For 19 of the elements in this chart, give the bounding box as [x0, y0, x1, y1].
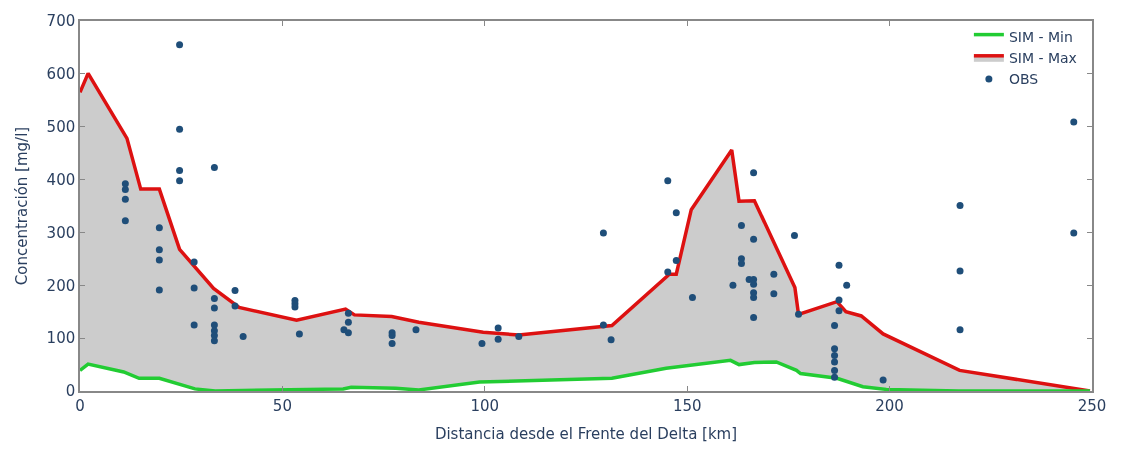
y-tick-label: 700 — [46, 12, 76, 31]
x-tick-label: 100 — [470, 396, 500, 415]
x-tick-label: 250 — [1077, 396, 1107, 415]
legend-label: SIM - Min — [1008, 29, 1073, 46]
x-tick-label: 200 — [875, 396, 904, 415]
y-tick-label: 500 — [46, 117, 76, 136]
y-tick-label: 300 — [46, 223, 76, 242]
x-tick-label: 150 — [672, 396, 702, 415]
y-axis-title: Concentración [mg/l] — [13, 126, 32, 286]
y-tick-label: 100 — [46, 329, 76, 348]
x-tick-label: 50 — [272, 396, 292, 415]
y-tick-label: 600 — [46, 65, 76, 84]
x-axis-title: Distancia desde el Frente del Delta [km] — [434, 425, 738, 444]
legend-label: SIM - Max — [1008, 50, 1077, 67]
y-tick-label: 0 — [65, 382, 76, 401]
y-tick-label: 400 — [46, 170, 76, 189]
line-series — [80, 358, 1092, 391]
legend-label: OBS — [1008, 71, 1039, 88]
y-tick-label: 200 — [46, 276, 76, 295]
